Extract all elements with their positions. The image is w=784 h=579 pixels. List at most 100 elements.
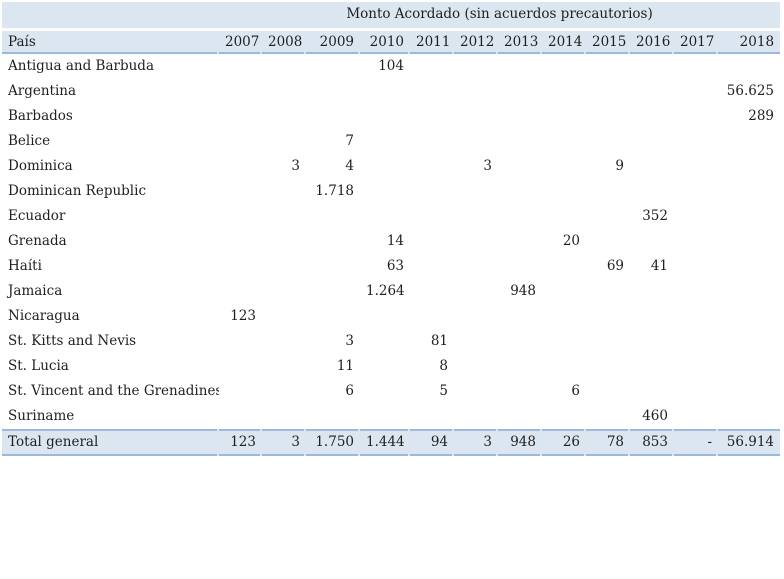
country-name: St. Lucia — [2, 354, 219, 379]
value-cell-2010 — [360, 154, 410, 179]
value-cell-2016 — [630, 154, 674, 179]
value-cell-2007 — [219, 254, 262, 279]
value-cell-2016 — [630, 129, 674, 154]
table-row: St. Kitts and Nevis 3 81 — [2, 329, 781, 354]
value-cell-2009: 11 — [306, 354, 360, 379]
country-column-header: País — [2, 29, 219, 54]
value-cell-2015 — [586, 229, 630, 254]
table-row: Haíti 63 69 41 — [2, 254, 781, 279]
value-cell-2008 — [262, 179, 306, 204]
value-cell-2016 — [630, 79, 674, 104]
value-cell-2015 — [586, 79, 630, 104]
table-row: Suriname 460 — [2, 404, 781, 429]
year-header-2008: 2008 — [262, 29, 306, 54]
value-cell-2012: 3 — [454, 154, 498, 179]
value-cell-2011 — [410, 404, 454, 429]
value-cell-2007 — [219, 104, 262, 129]
year-header-2011: 2011 — [410, 29, 454, 54]
value-cell-2013 — [498, 179, 542, 204]
value-cell-2014: 6 — [542, 379, 586, 404]
value-cell-2014 — [542, 404, 586, 429]
value-cell-2017 — [674, 204, 718, 229]
value-cell-2013 — [498, 329, 542, 354]
year-header-2012: 2012 — [454, 29, 498, 54]
value-cell-2012 — [454, 254, 498, 279]
value-cell-2016 — [630, 379, 674, 404]
total-value-2015: 78 — [586, 429, 630, 456]
value-cell-2007 — [219, 329, 262, 354]
total-value-2013: 948 — [498, 429, 542, 456]
value-cell-2011 — [410, 204, 454, 229]
value-cell-2011 — [410, 104, 454, 129]
value-cell-2008 — [262, 404, 306, 429]
value-cell-2012 — [454, 279, 498, 304]
value-cell-2012 — [454, 129, 498, 154]
value-cell-2014 — [542, 204, 586, 229]
value-cell-2014 — [542, 329, 586, 354]
value-cell-2014 — [542, 279, 586, 304]
value-cell-2009: 3 — [306, 329, 360, 354]
value-cell-2016 — [630, 329, 674, 354]
value-cell-2015 — [586, 329, 630, 354]
value-cell-2016 — [630, 104, 674, 129]
value-cell-2014 — [542, 129, 586, 154]
table-row: Dominica 3 4 3 9 — [2, 154, 781, 179]
country-name: Antigua and Barbuda — [2, 54, 219, 79]
value-cell-2013 — [498, 129, 542, 154]
value-cell-2010 — [360, 129, 410, 154]
value-cell-2015 — [586, 204, 630, 229]
value-cell-2016 — [630, 179, 674, 204]
value-cell-2016 — [630, 354, 674, 379]
value-cell-2010: 104 — [360, 54, 410, 79]
value-cell-2010 — [360, 104, 410, 129]
value-cell-2018 — [718, 229, 781, 254]
value-cell-2015 — [586, 404, 630, 429]
value-cell-2012 — [454, 379, 498, 404]
total-value-2007: 123 — [219, 429, 262, 456]
value-cell-2007 — [219, 54, 262, 79]
value-cell-2013 — [498, 154, 542, 179]
value-cell-2007 — [219, 379, 262, 404]
value-cell-2017 — [674, 104, 718, 129]
value-cell-2014 — [542, 179, 586, 204]
country-name: Belice — [2, 129, 219, 154]
value-cell-2011 — [410, 79, 454, 104]
value-cell-2008 — [262, 354, 306, 379]
country-name: Grenada — [2, 229, 219, 254]
value-cell-2015: 9 — [586, 154, 630, 179]
year-header-2007: 2007 — [219, 29, 262, 54]
value-cell-2010 — [360, 304, 410, 329]
value-cell-2009 — [306, 304, 360, 329]
year-header-2010: 2010 — [360, 29, 410, 54]
total-value-2012: 3 — [454, 429, 498, 456]
value-cell-2018 — [718, 54, 781, 79]
value-cell-2008 — [262, 329, 306, 354]
value-cell-2008 — [262, 304, 306, 329]
value-cell-2009 — [306, 204, 360, 229]
country-name: Dominican Republic — [2, 179, 219, 204]
value-cell-2010 — [360, 354, 410, 379]
value-cell-2017 — [674, 304, 718, 329]
value-cell-2018: 56.625 — [718, 79, 781, 104]
value-cell-2008 — [262, 104, 306, 129]
value-cell-2008 — [262, 129, 306, 154]
value-cell-2012 — [454, 179, 498, 204]
value-cell-2012 — [454, 79, 498, 104]
value-cell-2018 — [718, 254, 781, 279]
value-cell-2010 — [360, 179, 410, 204]
value-cell-2010 — [360, 79, 410, 104]
value-cell-2017 — [674, 154, 718, 179]
value-cell-2007 — [219, 179, 262, 204]
value-cell-2011: 8 — [410, 354, 454, 379]
value-cell-2014 — [542, 79, 586, 104]
total-value-2010: 1.444 — [360, 429, 410, 456]
value-cell-2016 — [630, 279, 674, 304]
value-cell-2008 — [262, 229, 306, 254]
value-cell-2014 — [542, 254, 586, 279]
value-cell-2017 — [674, 54, 718, 79]
value-cell-2009 — [306, 279, 360, 304]
total-value-2009: 1.750 — [306, 429, 360, 456]
value-cell-2011 — [410, 54, 454, 79]
value-cell-2017 — [674, 279, 718, 304]
value-cell-2011 — [410, 304, 454, 329]
